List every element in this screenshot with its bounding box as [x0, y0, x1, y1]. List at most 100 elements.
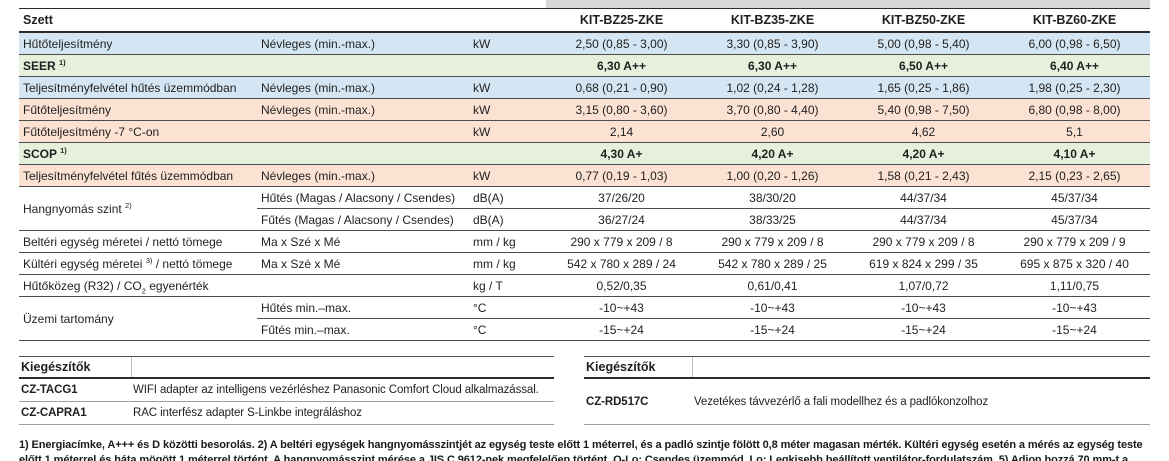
spec-value-cell: 695 x 875 x 320 / 40 — [999, 252, 1150, 275]
spec-value-cell: 3,30 (0,85 - 3,90) — [697, 32, 848, 55]
spec-value-cell: 1,00 (0,20 - 1,26) — [697, 164, 848, 187]
accessories-title: Kiegészítők — [584, 356, 692, 379]
spec-value-cell: 6,40 A++ — [999, 54, 1150, 77]
spec-value-cell: 6,30 A++ — [546, 54, 697, 77]
spec-row-sublabel: Ma x Szé x Mé — [257, 230, 469, 253]
spec-value-cell: -15~+24 — [999, 318, 1150, 341]
spec-row: Fűtőteljesítmény -7 °C-on kW 2,14 2,60 4,62 5… — [19, 120, 1150, 143]
spec-value-cell: 2,14 — [546, 120, 697, 143]
model-column-header: KIT-BZ60-ZKE — [999, 8, 1150, 33]
spec-row-unit — [469, 142, 546, 165]
spec-value-cell: -10~+43 — [999, 296, 1150, 319]
spec-value-cell: 44/37/34 — [848, 208, 999, 231]
model-column-header: KIT-BZ35-ZKE — [697, 8, 848, 33]
spec-row-label: Üzemi tartomány — [19, 296, 257, 341]
spec-value-cell: 290 x 779 x 209 / 8 — [848, 230, 999, 253]
spec-row: Üzemi tartomány Hűtés min.–max. °C -10~+43-… — [19, 296, 1150, 341]
spec-row-sublabel: Fűtés min.–max. — [257, 318, 469, 341]
header-gray-strip-cell — [848, 0, 999, 9]
spec-row: Hűtőközeg (R32) / CO2 egyenérték kg / T 0,… — [19, 274, 1150, 297]
footnote-marker: 3) — [145, 255, 153, 265]
footnote-marker: 2 — [141, 285, 146, 295]
spec-value-cell: 1,98 (0,25 - 2,30) — [999, 76, 1150, 99]
spec-row-label: SEER 1) — [19, 54, 257, 77]
spec-value-cell: 1,58 (0,21 - 2,43) — [848, 164, 999, 187]
spec-row-label: Teljesítményfelvétel hűtés üzemmódban — [19, 76, 257, 99]
spec-row-unit: mm / kg — [469, 230, 546, 253]
header-spacer-sub — [257, 8, 469, 33]
spec-row-unit: mm / kg — [469, 252, 546, 275]
spec-row-sublabel: Hűtés min.–max. — [257, 296, 469, 319]
spec-row-unit: kW — [469, 32, 546, 55]
spec-row: Hangnyomás szint 2) Hűtés (Magas / Alacso… — [19, 186, 1150, 231]
accessory-description: RAC interfész adapter S-Linkbe integrálá… — [131, 401, 554, 425]
accessory-code: CZ-CAPRA1 — [19, 401, 131, 425]
accessories-header-spacer — [130, 356, 554, 379]
spec-value-cell: 36/27/24 — [546, 208, 697, 231]
spec-row-unit: °C — [469, 296, 546, 319]
spec-value-cell: 2,60 — [697, 120, 848, 143]
spec-row-unit: kg / T — [469, 274, 546, 297]
header-spacer-unit — [469, 8, 546, 33]
accessories-section: Kiegészítők CZ-TACG1 WIFI adapter az inte… — [19, 356, 1150, 425]
spec-value-cell: 1,02 (0,24 - 1,28) — [697, 76, 848, 99]
spec-value-cell: 0,61/0,41 — [697, 274, 848, 297]
spec-value-cell: 2,50 (0,85 - 3,00) — [546, 32, 697, 55]
spec-row: Fűtés (Magas / Alacsony / Csendes) dB(A) 3… — [19, 208, 1150, 231]
spec-value-cell: 44/37/34 — [848, 186, 999, 209]
spec-row-label: SCOP 1) — [19, 142, 257, 165]
spec-row-unit: dB(A) — [469, 208, 546, 231]
spec-row-sublabel: Névleges (min.-max.) — [257, 164, 469, 187]
spec-value-cell: -15~+24 — [848, 318, 999, 341]
spec-row-sublabel: Fűtés (Magas / Alacsony / Csendes) — [257, 208, 469, 231]
spec-row-label: Kültéri egység méretei 3) / nettó tömege — [19, 252, 257, 275]
spec-row-unit: °C — [469, 318, 546, 341]
spec-value-cell: 5,40 (0,98 - 7,50) — [848, 98, 999, 121]
spec-value-cell: 3,70 (0,80 - 4,40) — [697, 98, 848, 121]
spec-value-cell: 290 x 779 x 209 / 9 — [999, 230, 1150, 253]
spec-table: Szett KIT-BZ25-ZKE KIT-BZ35-ZKE KIT-BZ50-Z… — [19, 0, 1150, 341]
spec-value-cell: 619 x 824 x 299 / 35 — [848, 252, 999, 275]
accessory-description: Vezetékes távvezérlő a fali modellhez és… — [692, 378, 1150, 425]
spec-row-sublabel: Ma x Szé x Mé — [257, 252, 469, 275]
spec-row-unit: dB(A) — [469, 186, 546, 209]
spec-value-cell: 38/33/25 — [697, 208, 848, 231]
accessories-table-left: Kiegészítők CZ-TACG1 WIFI adapter az inte… — [19, 356, 554, 425]
accessory-row: CZ-RD517C Vezetékes távvezérlő a fali mod… — [584, 378, 1150, 425]
spec-value-cell: 4,10 A+ — [999, 142, 1150, 165]
accessories-title: Kiegészítők — [19, 356, 131, 379]
accessory-row: CZ-CAPRA1 RAC interfész adapter S-Linkbe … — [19, 401, 554, 425]
spec-row: Fűtőteljesítmény Névleges (min.-max.) kW 3,… — [19, 98, 1150, 121]
spec-row-sublabel: Névleges (min.-max.) — [257, 32, 469, 55]
spec-value-cell: 6,80 (0,98 - 8,00) — [999, 98, 1150, 121]
spec-row: Fűtés min.–max. °C -15~+24 -15~+24 -15~+24 -1… — [19, 318, 1150, 341]
spec-value-cell: 45/37/34 — [999, 186, 1150, 209]
spec-value-cell: 6,00 (0,98 - 6,50) — [999, 32, 1150, 55]
footnote-marker: 1) — [59, 57, 66, 67]
spec-value-cell: -10~+43 — [848, 296, 999, 319]
spec-value-cell: 0,68 (0,21 - 0,90) — [546, 76, 697, 99]
spec-value-cell: 37/26/20 — [546, 186, 697, 209]
spec-row: SEER 1) 6,30 A++ 6,30 A++ 6,50 A++ 6,40 A++ — [19, 54, 1150, 77]
accessory-code: CZ-RD517C — [584, 378, 692, 425]
spec-value-cell: 5,00 (0,98 - 5,40) — [848, 32, 999, 55]
spec-row-sublabel: Hűtés (Magas / Alacsony / Csendes) — [257, 186, 469, 209]
header-gray-strip — [19, 0, 1150, 9]
spec-row-sublabel — [257, 274, 469, 297]
spec-value-cell: 290 x 779 x 209 / 8 — [546, 230, 697, 253]
header-gray-strip-cell — [697, 0, 848, 9]
spec-row-label: Teljesítményfelvétel fűtés üzemmódban — [19, 164, 257, 187]
spec-row-sublabel — [257, 54, 469, 77]
spec-value-cell: -10~+43 — [697, 296, 848, 319]
spec-value-cell: 1,65 (0,25 - 1,86) — [848, 76, 999, 99]
spec-value-cell: 1,07/0,72 — [848, 274, 999, 297]
spec-row-sublabel: Névleges (min.-max.) — [257, 76, 469, 99]
spec-row: Teljesítményfelvétel hűtés üzemmódban Név… — [19, 76, 1150, 99]
accessories-header-row: Kiegészítők — [19, 356, 554, 379]
spec-row-sublabel — [257, 142, 469, 165]
spec-row: Teljesítményfelvétel fűtés üzemmódban Név… — [19, 164, 1150, 187]
spec-value-cell: 45/37/34 — [999, 208, 1150, 231]
accessories-header-row: Kiegészítők — [584, 356, 1150, 379]
accessory-row: CZ-TACG1 WIFI adapter az intelligens vezé… — [19, 378, 554, 402]
spec-header-row: Szett KIT-BZ25-ZKE KIT-BZ35-ZKE KIT-BZ50-Z… — [19, 8, 1150, 33]
